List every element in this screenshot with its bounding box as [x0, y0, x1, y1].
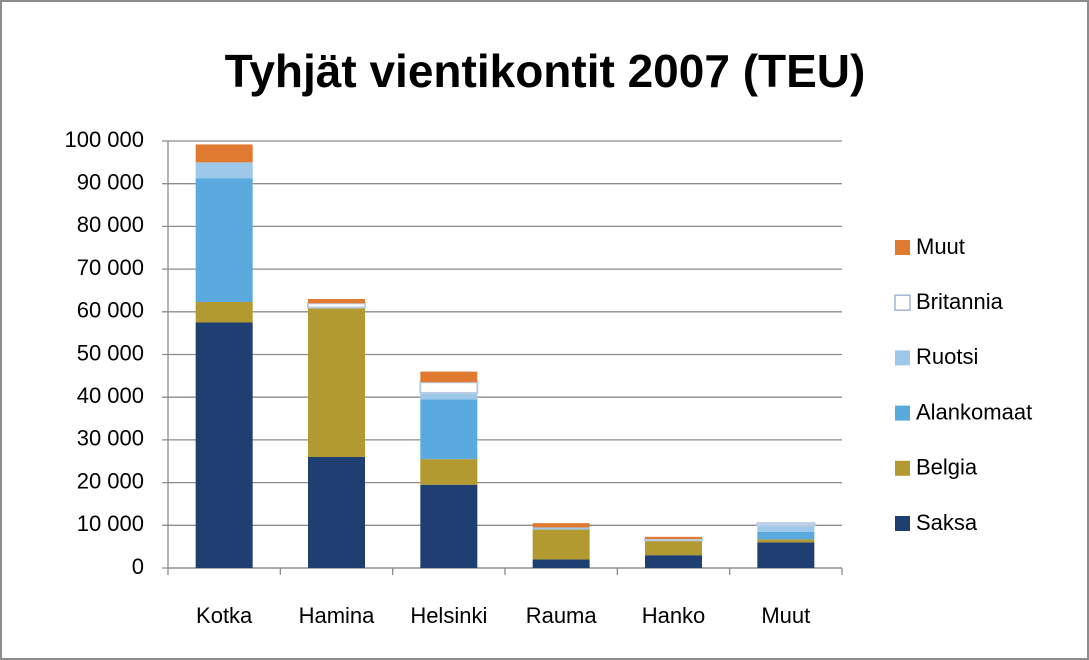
bar-segment	[420, 484, 478, 568]
legend-label: Belgia	[916, 455, 978, 480]
legend-label: Alankomaat	[916, 399, 1032, 424]
bar-segment	[532, 523, 590, 528]
bar-segment	[532, 559, 590, 568]
legend-swatch	[895, 405, 910, 421]
x-tick-label: Helsinki	[410, 603, 487, 628]
legend-swatch	[894, 294, 911, 311]
bar-segment	[644, 537, 703, 542]
legend-swatch	[895, 350, 910, 366]
bar-segment	[195, 301, 253, 323]
bar-segment	[420, 399, 478, 460]
bar-segment	[532, 529, 590, 560]
y-tick-label: 0	[132, 554, 144, 579]
x-tick-label: Hanko	[642, 603, 706, 628]
bar-segment	[419, 381, 479, 394]
legend-swatch	[895, 240, 910, 255]
bar-segment	[756, 522, 816, 527]
y-tick-label: 40 000	[77, 383, 144, 408]
bar-segment	[308, 298, 365, 304]
bar-segment	[757, 531, 815, 540]
legend-swatch	[895, 460, 910, 476]
bar-segment	[757, 542, 815, 568]
bar-segment	[307, 302, 366, 309]
legend-label: Britannia	[916, 289, 1004, 314]
bar-segment	[420, 459, 478, 485]
y-tick-label: 50 000	[77, 340, 144, 365]
bar-segment	[645, 540, 702, 556]
x-tick-label: Rauma	[526, 603, 598, 628]
y-tick-label: 90 000	[77, 170, 144, 195]
y-tick-label: 30 000	[77, 426, 144, 451]
bar-segment	[757, 539, 815, 543]
bar-segment	[195, 322, 253, 568]
y-tick-label: 10 000	[77, 511, 144, 536]
bar-segment	[757, 525, 815, 532]
bar-segment	[195, 162, 253, 179]
legend-label: Muut	[916, 234, 965, 259]
bar-segment	[308, 456, 365, 568]
bar-segment	[645, 536, 702, 539]
chart-title: Tyhjät vientikontit 2007 (TEU)	[225, 45, 866, 97]
y-tick-label: 20 000	[77, 468, 144, 493]
bar-segment	[420, 371, 478, 383]
x-tick-label: Hamina	[299, 603, 376, 628]
y-tick-label: 80 000	[77, 212, 144, 237]
x-tick-label: Kotka	[196, 603, 253, 628]
bar-segment	[195, 144, 253, 163]
legend-label: Ruotsi	[916, 344, 978, 369]
y-tick-label: 100 000	[64, 127, 144, 152]
legend-label: Saksa	[916, 510, 978, 535]
y-tick-label: 60 000	[77, 298, 144, 323]
bar-segment	[645, 555, 702, 568]
bar-segment	[532, 527, 590, 530]
bar-segment	[420, 392, 478, 400]
bar-segment	[195, 178, 253, 302]
legend-swatch	[895, 516, 910, 531]
y-tick-label: 70 000	[77, 255, 144, 280]
x-tick-label: Muut	[761, 603, 810, 628]
bar-segment	[308, 307, 365, 457]
